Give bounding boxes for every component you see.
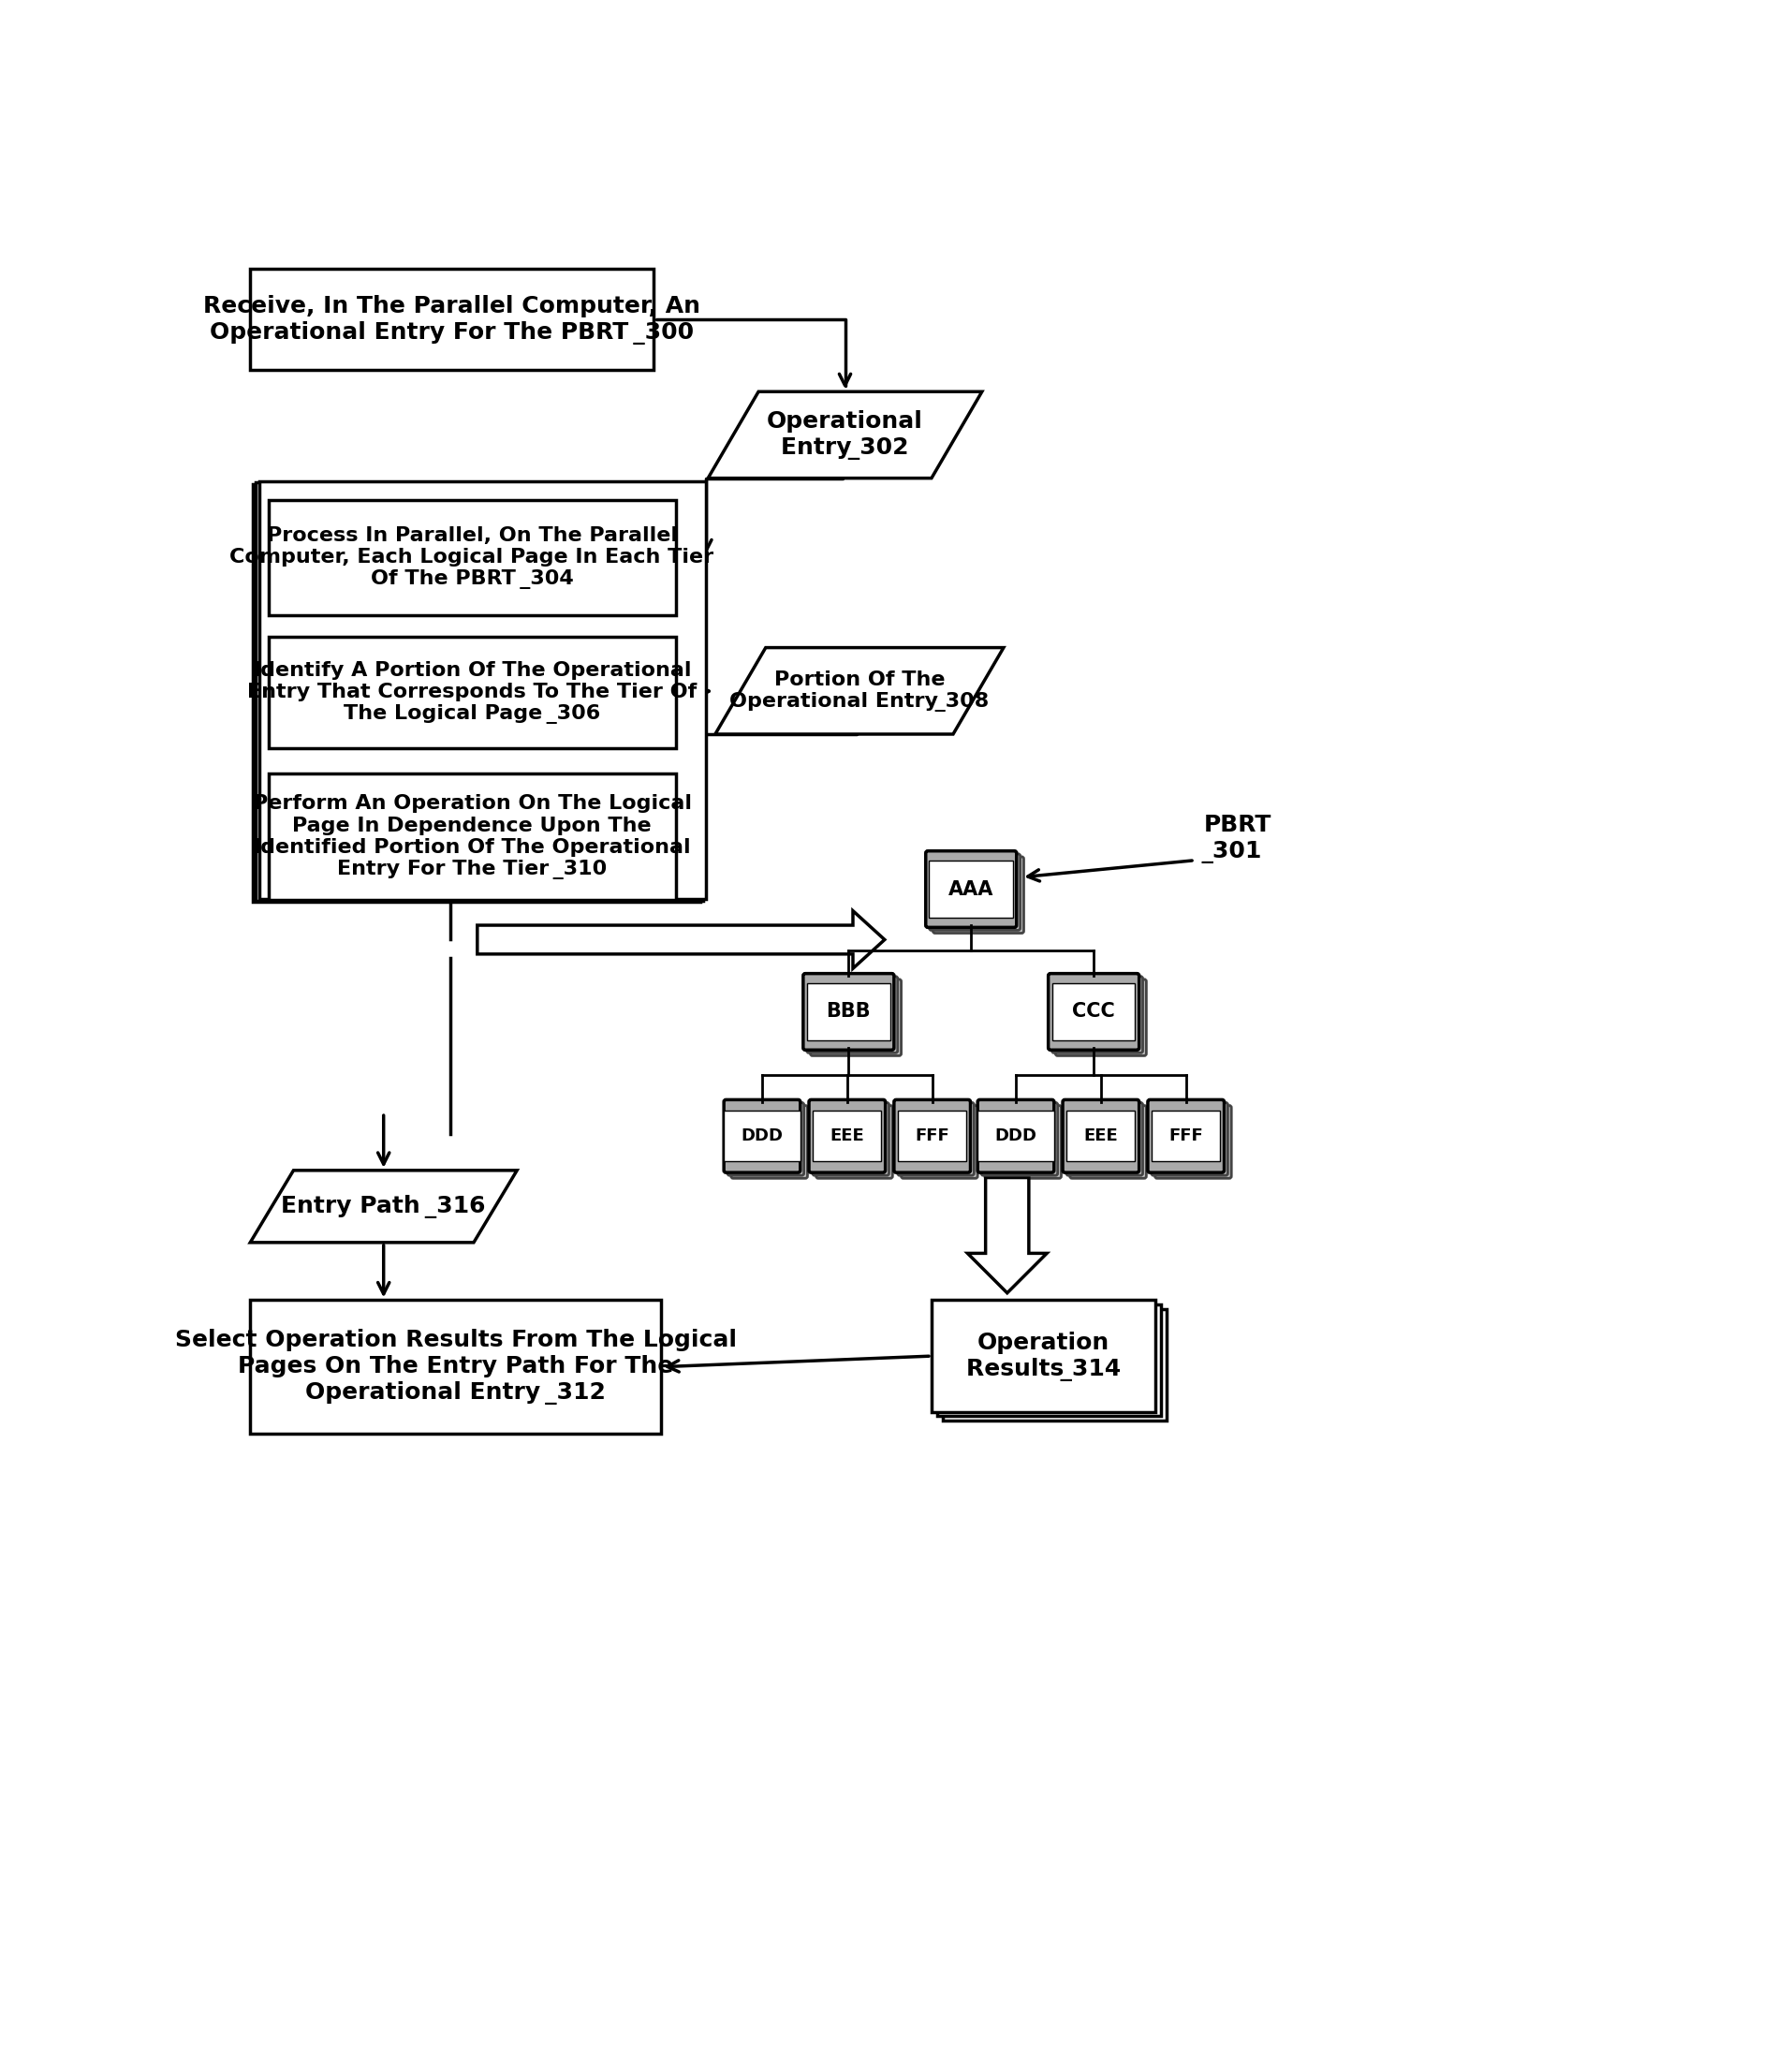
FancyBboxPatch shape <box>1055 979 1145 1056</box>
Polygon shape <box>708 392 982 478</box>
FancyBboxPatch shape <box>984 1105 1061 1177</box>
Text: Operation
Results ̲314: Operation Results ̲314 <box>966 1332 1120 1382</box>
FancyBboxPatch shape <box>803 973 894 1050</box>
Text: FFF: FFF <box>1168 1128 1202 1144</box>
Polygon shape <box>477 911 883 969</box>
Text: PBRT
̲301: PBRT ̲301 <box>1204 814 1271 864</box>
FancyBboxPatch shape <box>901 1105 977 1177</box>
FancyBboxPatch shape <box>815 1105 892 1177</box>
Bar <box>932 1301 1154 1412</box>
Text: BBB: BBB <box>826 1002 871 1021</box>
FancyBboxPatch shape <box>1063 1099 1138 1173</box>
Polygon shape <box>715 647 1004 734</box>
Text: Entry Path  ̲316: Entry Path ̲316 <box>281 1194 486 1219</box>
FancyBboxPatch shape <box>925 852 1016 928</box>
Text: EEE: EEE <box>830 1128 864 1144</box>
FancyBboxPatch shape <box>1147 1099 1224 1173</box>
Bar <box>251 268 654 369</box>
FancyBboxPatch shape <box>812 1103 889 1175</box>
FancyBboxPatch shape <box>1070 1105 1145 1177</box>
Text: Perform An Operation On The Logical
Page In Dependence Upon The
Identified Porti: Perform An Operation On The Logical Page… <box>253 794 692 878</box>
FancyBboxPatch shape <box>806 977 898 1054</box>
FancyBboxPatch shape <box>808 1099 885 1173</box>
Text: AAA: AAA <box>948 880 993 899</box>
Text: DDD: DDD <box>740 1128 783 1144</box>
Text: DDD: DDD <box>995 1128 1036 1144</box>
Text: Operational
Entry ̲302: Operational Entry ̲302 <box>767 410 923 460</box>
FancyBboxPatch shape <box>980 1103 1057 1175</box>
FancyBboxPatch shape <box>898 1103 973 1175</box>
FancyBboxPatch shape <box>1154 1105 1231 1177</box>
Text: CCC: CCC <box>1072 1002 1115 1021</box>
Text: Identify A Portion Of The Operational
Entry That Corresponds To The Tier Of
The : Identify A Portion Of The Operational En… <box>247 662 697 724</box>
Text: Receive, In The Parallel Computer, An
Operational Entry For The PBRT  ̲300: Receive, In The Parallel Computer, An Op… <box>204 295 701 344</box>
FancyBboxPatch shape <box>810 979 901 1056</box>
FancyBboxPatch shape <box>932 856 1023 934</box>
FancyBboxPatch shape <box>928 854 1020 930</box>
Text: Select Operation Results From The Logical
Pages On The Entry Path For The
Operat: Select Operation Results From The Logica… <box>174 1330 737 1404</box>
FancyBboxPatch shape <box>977 1099 1054 1173</box>
FancyBboxPatch shape <box>724 1099 799 1173</box>
Bar <box>258 480 706 899</box>
Bar <box>269 499 676 614</box>
Text: Process In Parallel, On The Parallel
Computer, Each Logical Page In Each Tier
Of: Process In Parallel, On The Parallel Com… <box>229 526 713 590</box>
FancyBboxPatch shape <box>1066 1103 1142 1175</box>
Bar <box>251 1301 661 1433</box>
Text: EEE: EEE <box>1082 1128 1118 1144</box>
Bar <box>269 773 676 899</box>
FancyBboxPatch shape <box>1048 973 1138 1050</box>
FancyBboxPatch shape <box>1150 1103 1228 1175</box>
Text: FFF: FFF <box>914 1128 950 1144</box>
Bar <box>943 1309 1167 1421</box>
FancyBboxPatch shape <box>1052 977 1142 1054</box>
Bar <box>937 1305 1159 1417</box>
Text: Portion Of The
Operational Entry ̲308: Portion Of The Operational Entry ̲308 <box>729 670 989 711</box>
Polygon shape <box>968 1177 1047 1293</box>
FancyBboxPatch shape <box>894 1099 969 1173</box>
FancyBboxPatch shape <box>728 1103 803 1175</box>
Bar <box>269 637 676 749</box>
Bar <box>253 485 699 903</box>
Polygon shape <box>251 1171 516 1243</box>
FancyBboxPatch shape <box>731 1105 806 1177</box>
Bar <box>256 483 702 901</box>
